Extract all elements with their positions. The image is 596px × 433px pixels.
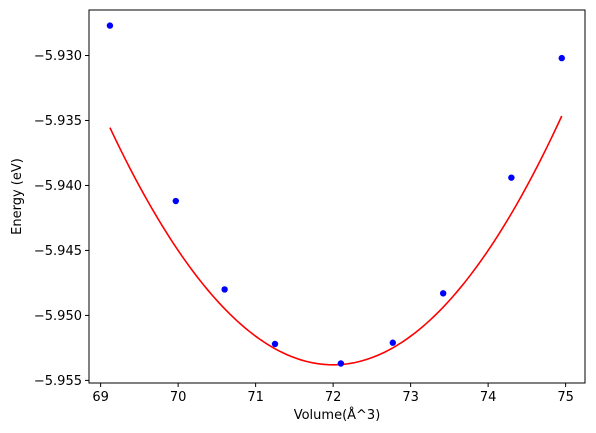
data-point xyxy=(439,290,447,297)
x-tick-label: 69 xyxy=(92,390,109,405)
y-tick-label: −5.955 xyxy=(34,374,82,389)
fit-curve xyxy=(109,115,563,366)
data-point xyxy=(337,360,345,367)
x-tick-label: 72 xyxy=(325,390,342,405)
data-points-layer xyxy=(106,22,565,367)
data-point xyxy=(508,174,515,181)
y-tick-label: −5.940 xyxy=(34,179,82,194)
data-point xyxy=(558,54,565,62)
data-point xyxy=(271,340,279,348)
x-tick-label: 74 xyxy=(480,390,497,405)
x-tick-label: 71 xyxy=(247,390,264,405)
y-tick-label: −5.950 xyxy=(34,309,82,324)
data-point xyxy=(389,339,396,346)
plot-frame xyxy=(88,9,586,384)
y-axis-ticks: −5.930 −5.935 −5.940 −5.945 −5.950 −5.955 xyxy=(34,49,89,389)
y-axis-label: Energy (eV) xyxy=(10,158,25,235)
x-axis-ticks: 69 70 71 72 73 74 75 xyxy=(92,383,574,405)
data-point xyxy=(106,22,114,29)
fit-curve-layer xyxy=(109,115,563,366)
y-tick-label: −5.935 xyxy=(34,114,82,129)
x-tick-label: 73 xyxy=(402,390,419,405)
data-point xyxy=(172,197,179,205)
x-tick-label: 70 xyxy=(170,390,187,405)
x-tick-label: 75 xyxy=(557,390,574,405)
x-axis-label: Volume(Å^3) xyxy=(294,407,381,423)
data-point xyxy=(221,286,228,293)
y-tick-label: −5.930 xyxy=(34,49,82,64)
y-tick-label: −5.945 xyxy=(34,244,82,259)
